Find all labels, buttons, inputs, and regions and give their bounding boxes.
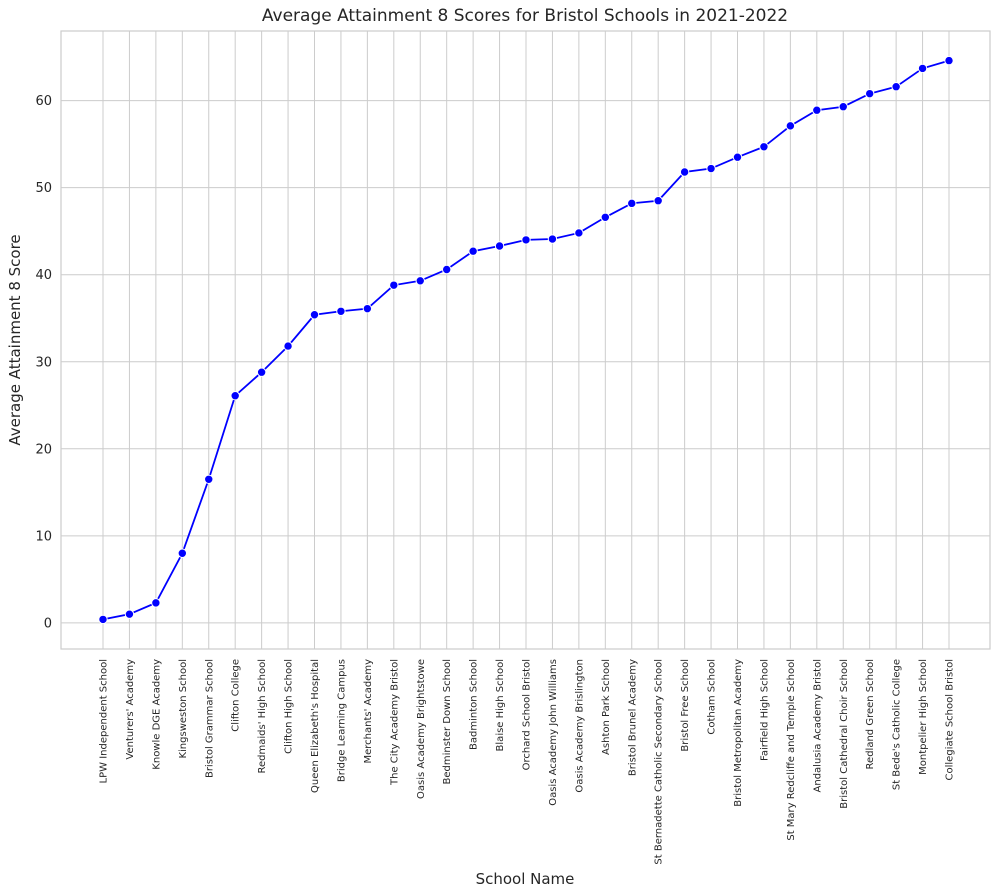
data-point [283, 341, 293, 351]
x-tick-label: Bristol Brunel Academy [627, 659, 638, 776]
data-point [732, 152, 743, 162]
x-tick-label: The City Academy Bristol [389, 659, 400, 786]
data-point [627, 198, 637, 209]
x-axis-label: School Name [476, 870, 575, 888]
x-tick-label: Bristol Grammar School [204, 659, 215, 778]
x-tick-label: Oasis Academy Brightstowe [416, 659, 427, 799]
x-tick-label: Fairfield High School [759, 659, 770, 761]
x-axis-ticks: LPW Independent School Venturers' Academy… [99, 659, 956, 865]
data-point [494, 241, 505, 251]
x-tick-label: Bristol Metropolitan Academy [733, 659, 744, 807]
y-axis-ticks: 0 10 20 30 40 50 60 [35, 94, 52, 631]
data-point [891, 82, 901, 92]
data-point [706, 163, 716, 174]
y-tick-label: 50 [35, 181, 52, 196]
data-point [759, 142, 769, 152]
data-point [415, 276, 425, 286]
chart-title: Average Attainment 8 Scores for Bristol … [262, 6, 788, 26]
data-point [441, 264, 452, 275]
x-tick-label: Montpelier High School [918, 659, 929, 775]
x-tick-label: Oasis Academy Brislington [574, 659, 585, 793]
x-tick-label: Kingsweston School [178, 659, 189, 759]
x-tick-label: Bristol Free School [680, 659, 691, 752]
y-axis-label: Average Attainment 8 Score [6, 234, 24, 445]
x-tick-label: Cotham School [707, 659, 718, 735]
x-tick-label: Collegiate School Bristol [945, 659, 956, 780]
y-tick-label: 60 [35, 94, 52, 109]
data-point [574, 228, 584, 238]
x-tick-label: Bridge Learning Campus [336, 659, 347, 782]
data-point [812, 105, 822, 115]
data-point [230, 391, 240, 401]
x-tick-label: Bristol Cathedral Choir School [839, 659, 850, 809]
x-tick-label: Knowle DGE Academy [151, 659, 162, 770]
x-tick-label: Blaise High School [495, 659, 506, 751]
x-tick-label: Redmaids' High School [257, 659, 268, 774]
data-point [389, 280, 399, 290]
data-point [653, 196, 663, 206]
y-tick-label: 0 [44, 616, 52, 631]
x-tick-label: Venturers' Academy [125, 659, 136, 760]
data-point [547, 234, 558, 244]
y-tick-label: 10 [35, 529, 52, 544]
data-point [177, 548, 188, 558]
x-tick-label: Bedminster Down School [442, 659, 453, 785]
x-tick-label: St Bernadette Catholic Secondary School [654, 659, 665, 865]
data-point [917, 63, 928, 74]
series-layer [98, 55, 954, 625]
data-point [204, 474, 214, 484]
grid-lines [61, 31, 990, 649]
x-tick-label: St Mary Redcliffe and Temple School [786, 659, 797, 841]
x-tick-label: Queen Elizabeth's Hospital [310, 659, 321, 793]
data-point [256, 367, 267, 377]
data-point [98, 614, 108, 625]
data-point [944, 55, 954, 66]
x-tick-label: Redland Green School [865, 659, 876, 769]
x-tick-label: Clifton College [231, 659, 242, 732]
x-tick-label: Orchard School Bristol [522, 659, 533, 770]
data-point [468, 246, 478, 256]
x-tick-label: St Bede's Catholic College [892, 659, 903, 790]
plot-frame [60, 30, 991, 650]
data-point [864, 88, 875, 99]
data-point [838, 102, 848, 112]
x-tick-label: LPW Independent School [99, 659, 110, 783]
data-point [362, 303, 373, 314]
x-tick-label: Merchants' Academy [363, 659, 374, 764]
data-point [785, 121, 796, 131]
data-point [336, 306, 346, 316]
data-point [124, 609, 135, 619]
data-point [309, 310, 320, 320]
x-tick-label: Oasis Academy John Williams [548, 659, 559, 806]
data-point [151, 598, 161, 608]
y-tick-label: 20 [35, 442, 52, 457]
x-tick-label: Clifton High School [284, 659, 295, 754]
data-point [679, 167, 690, 177]
x-tick-label: Badminton School [469, 659, 480, 750]
data-point [600, 212, 611, 222]
y-tick-label: 30 [35, 355, 52, 370]
x-tick-label: Ashton Park School [601, 659, 612, 755]
data-point [521, 235, 531, 245]
x-tick-label: Andalusia Academy Bristol [812, 659, 823, 792]
y-tick-label: 40 [35, 268, 52, 283]
